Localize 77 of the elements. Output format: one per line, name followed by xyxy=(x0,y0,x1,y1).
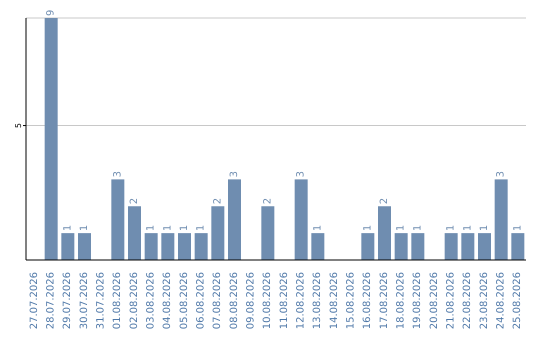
x-tick-label: 22.08.2026 xyxy=(462,272,474,330)
bar xyxy=(361,233,374,260)
bar xyxy=(144,233,158,260)
bar xyxy=(78,233,91,260)
bar xyxy=(394,233,408,260)
data-label: 1 xyxy=(362,224,374,232)
x-tick-label: 09.08.2026 xyxy=(246,272,256,330)
x-tick-label: 05.08.2026 xyxy=(178,272,190,330)
bar xyxy=(194,233,208,260)
x-tick-label: 16.08.2026 xyxy=(362,272,374,330)
x-tick-label: 27.07.2026 xyxy=(28,272,40,330)
x-tick-label: 04.08.2026 xyxy=(162,272,174,330)
x-tick-label: 06.08.2026 xyxy=(196,272,206,330)
x-tick-label: 19.08.2026 xyxy=(412,272,424,330)
x-tick-label: 15.08.2026 xyxy=(346,272,356,330)
x-tick-label: 28.07.2026 xyxy=(46,272,56,330)
x-tick-label: 02.08.2026 xyxy=(128,272,140,330)
x-tick-label: 24.08.2026 xyxy=(496,272,506,330)
bar xyxy=(161,233,174,260)
data-label: 1 xyxy=(462,224,474,232)
data-label: 1 xyxy=(512,224,524,232)
bar xyxy=(444,233,458,260)
bar xyxy=(461,233,474,260)
bar xyxy=(311,233,324,260)
data-label: 1 xyxy=(162,224,174,232)
data-label: 1 xyxy=(396,224,407,232)
data-label: 3 xyxy=(296,170,307,178)
data-label: 2 xyxy=(129,198,140,204)
x-tick-label: 08.08.2026 xyxy=(228,272,240,330)
data-label: 1 xyxy=(196,224,207,232)
bar xyxy=(294,179,308,260)
data-label: 1 xyxy=(446,224,457,232)
x-tick-label: 30.07.2026 xyxy=(78,272,90,330)
data-label: 1 xyxy=(179,224,190,232)
x-tick-label: 25.08.2026 xyxy=(512,272,524,330)
data-label: 1 xyxy=(62,224,74,232)
data-label: 1 xyxy=(412,224,424,232)
data-label: 2 xyxy=(379,198,390,204)
x-tick-label: 10.08.2026 xyxy=(262,272,274,330)
bar xyxy=(44,18,58,260)
bar xyxy=(411,233,424,260)
x-tick-label: 07.08.2026 xyxy=(212,272,224,330)
bar xyxy=(111,179,124,260)
bar xyxy=(261,206,274,260)
x-tick-label: 12.08.2026 xyxy=(296,272,306,330)
x-tick-label: 29.07.2026 xyxy=(62,272,74,330)
x-tick-label: 23.08.2026 xyxy=(478,272,490,330)
bar xyxy=(61,233,74,260)
data-label: 1 xyxy=(479,224,490,232)
bar xyxy=(478,233,491,260)
data-label: 3 xyxy=(112,170,124,178)
bar xyxy=(178,233,191,260)
y-tick-label: 5 xyxy=(14,123,23,128)
x-tick-label: 11.08.2026 xyxy=(278,272,290,330)
data-label: 2 xyxy=(212,198,224,204)
x-tick-label: 20.08.2026 xyxy=(428,272,440,330)
bar xyxy=(511,233,524,260)
data-label: 1 xyxy=(312,224,324,232)
x-tick-label: 18.08.2026 xyxy=(396,272,406,330)
data-label: 2 xyxy=(262,198,274,204)
x-tick-label: 21.08.2026 xyxy=(446,272,456,330)
bar xyxy=(228,179,241,260)
data-label: 9 xyxy=(46,10,57,16)
data-label: 3 xyxy=(229,170,240,178)
bar xyxy=(494,179,508,260)
bar xyxy=(211,206,224,260)
x-tick-label: 17.08.2026 xyxy=(378,272,390,330)
data-label: 1 xyxy=(146,224,157,232)
data-label: 3 xyxy=(496,170,507,178)
x-tick-label: 03.08.2026 xyxy=(146,272,156,330)
x-tick-label: 13.08.2026 xyxy=(312,272,324,330)
x-tick-label: 14.08.2026 xyxy=(328,272,340,330)
bar xyxy=(128,206,141,260)
x-tick-label: 31.07.2026 xyxy=(96,272,106,330)
data-label: 1 xyxy=(79,224,90,232)
bar xyxy=(378,206,391,260)
x-tick-label: 01.08.2026 xyxy=(112,272,124,330)
